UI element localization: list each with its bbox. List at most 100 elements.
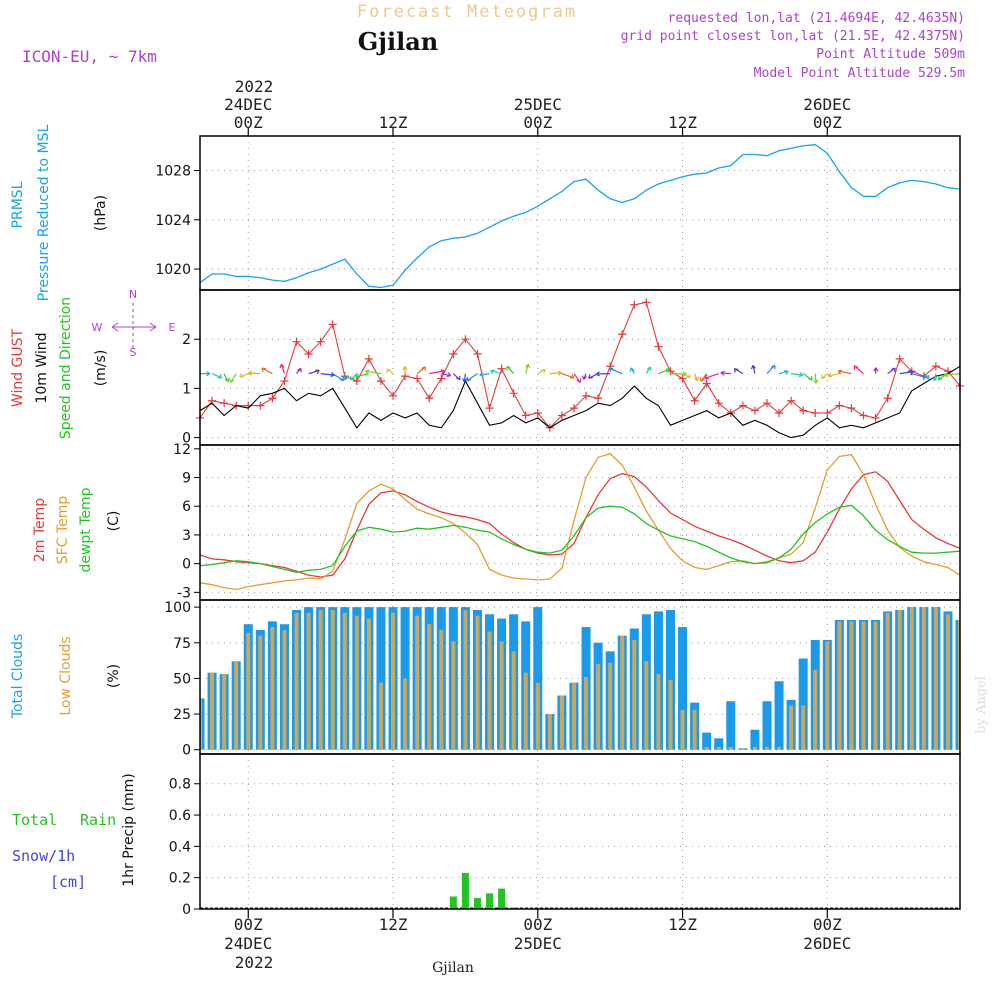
dewpt-line bbox=[200, 505, 960, 572]
precip-label-snow: Snow/1h bbox=[12, 847, 75, 865]
ytick-label-precip-1: 0.2 bbox=[169, 871, 191, 887]
top-date-label-24: 25DEC bbox=[514, 95, 562, 114]
ytick-label-precip-3: 0.6 bbox=[169, 808, 191, 824]
low-cloud-bar bbox=[717, 747, 721, 750]
panel-frame-pressure bbox=[200, 136, 960, 290]
low-cloud-bar bbox=[849, 621, 853, 749]
compass-e: E bbox=[169, 321, 176, 334]
low-cloud-bar bbox=[210, 673, 214, 750]
low-cloud-bar bbox=[632, 640, 636, 750]
low-cloud-bar bbox=[874, 621, 878, 749]
low-cloud-bar bbox=[813, 670, 817, 750]
gust-marker bbox=[365, 355, 373, 363]
ytick-label-temperature-0: -3 bbox=[177, 585, 191, 601]
gust-marker bbox=[703, 379, 711, 387]
footer-location: Gjilan bbox=[432, 960, 474, 976]
pressure-line bbox=[200, 145, 1000, 288]
compass-n: N bbox=[129, 288, 137, 301]
wind-direction-arrow bbox=[248, 373, 260, 374]
low-cloud-bar bbox=[331, 610, 335, 750]
gust-marker bbox=[510, 389, 518, 397]
clouds-label-low: Low Clouds bbox=[58, 636, 74, 715]
low-cloud-bar bbox=[765, 747, 769, 750]
low-cloud-bar bbox=[343, 613, 347, 750]
wind-label-10m: 10m Wind bbox=[34, 332, 50, 403]
model-altitude: Model Point Altitude 529.5m bbox=[754, 66, 965, 81]
low-cloud-bar bbox=[270, 627, 274, 750]
watermark: by Angel bbox=[974, 676, 989, 734]
total-cloud-bar bbox=[726, 701, 735, 749]
panel-frame-wind bbox=[200, 290, 960, 445]
model-label: ICON-EU, ~ 7km bbox=[22, 47, 157, 66]
ytick-label-wind-2: 2 bbox=[182, 332, 191, 348]
low-cloud-bar bbox=[934, 607, 938, 750]
low-cloud-bar bbox=[656, 674, 660, 750]
gust-marker bbox=[618, 330, 626, 338]
temp-label-2m: 2m Temp bbox=[32, 498, 48, 562]
low-cloud-bar bbox=[403, 678, 407, 749]
grid-wind: 012 bbox=[182, 290, 960, 447]
gust-marker bbox=[751, 407, 759, 415]
gust-marker bbox=[835, 402, 843, 410]
low-cloud-bar bbox=[536, 683, 540, 750]
low-cloud-bar bbox=[560, 696, 564, 750]
gust-marker bbox=[425, 394, 433, 402]
location-title: Gjilan bbox=[358, 27, 438, 56]
top-tick-label-36: 12Z bbox=[668, 113, 697, 132]
low-cloud-bar bbox=[222, 674, 226, 750]
gust-marker bbox=[679, 375, 687, 383]
low-cloud-bar bbox=[355, 616, 359, 750]
gust-marker bbox=[642, 298, 650, 306]
wind-label-speed: Speed and Direction bbox=[58, 297, 74, 439]
grid-coordinates: grid point closest lon,lat (21.5E, 42.43… bbox=[621, 29, 965, 44]
low-cloud-bar bbox=[596, 664, 600, 750]
low-cloud-bar bbox=[861, 621, 865, 749]
low-cloud-bar bbox=[439, 630, 443, 750]
low-cloud-bar bbox=[729, 747, 733, 750]
low-cloud-bar bbox=[886, 613, 890, 750]
low-cloud-bar bbox=[500, 641, 504, 749]
gust-marker bbox=[823, 409, 831, 417]
top-year-label: 2022 bbox=[235, 77, 274, 96]
temp-ylabel: (C) bbox=[106, 511, 122, 532]
low-cloud-bar bbox=[319, 610, 323, 750]
top-tick-label-24: 00Z bbox=[523, 113, 552, 132]
precip-label-cm: [cm] bbox=[50, 873, 86, 891]
precip-label-rain: Rain bbox=[80, 811, 116, 829]
ytick-label-temperature-1: 0 bbox=[182, 557, 191, 573]
pressure-panel-labels: PRMSL Pressure Reduced to MSL (hPa) bbox=[10, 124, 109, 301]
precip-ylabel: 1hr Precip (mm) bbox=[121, 773, 137, 886]
t2m-line bbox=[200, 472, 960, 577]
plot-area: 102010241028012-3036912025507510000.20.4… bbox=[155, 136, 1000, 918]
rain-bar bbox=[462, 873, 469, 909]
gust-marker bbox=[847, 404, 855, 412]
low-cloud-bar bbox=[415, 616, 419, 750]
requested-coordinates: requested lon,lat (21.4694E, 42.4635N) bbox=[668, 11, 965, 26]
low-cloud-bar bbox=[463, 610, 467, 750]
low-cloud-bar bbox=[295, 613, 299, 750]
low-cloud-bar bbox=[367, 619, 371, 750]
wind-ylabel: (m/s) bbox=[93, 350, 109, 387]
point-altitude: Point Altitude 509m bbox=[816, 47, 965, 62]
low-cloud-bar bbox=[620, 636, 624, 750]
low-cloud-bar bbox=[512, 651, 516, 749]
gust-marker bbox=[630, 301, 638, 309]
low-cloud-bar bbox=[910, 607, 914, 750]
top-tick-label-0: 00Z bbox=[234, 113, 263, 132]
gust-marker bbox=[220, 399, 228, 407]
gust-marker bbox=[811, 409, 819, 417]
total-cloud-bar bbox=[775, 681, 784, 749]
ytick-label-temperature-4: 9 bbox=[182, 471, 191, 487]
bottom-year-label: 2022 bbox=[235, 953, 274, 972]
ytick-label-temperature-2: 3 bbox=[182, 528, 191, 544]
low-cloud-bar bbox=[898, 610, 902, 750]
gust-marker bbox=[498, 365, 506, 373]
total-cloud-bar bbox=[750, 730, 759, 750]
gust-marker bbox=[522, 411, 530, 419]
ytick-label-clouds-1: 25 bbox=[173, 707, 191, 723]
ytick-label-temperature-5: 12 bbox=[173, 442, 191, 458]
low-cloud-bar bbox=[584, 677, 588, 750]
